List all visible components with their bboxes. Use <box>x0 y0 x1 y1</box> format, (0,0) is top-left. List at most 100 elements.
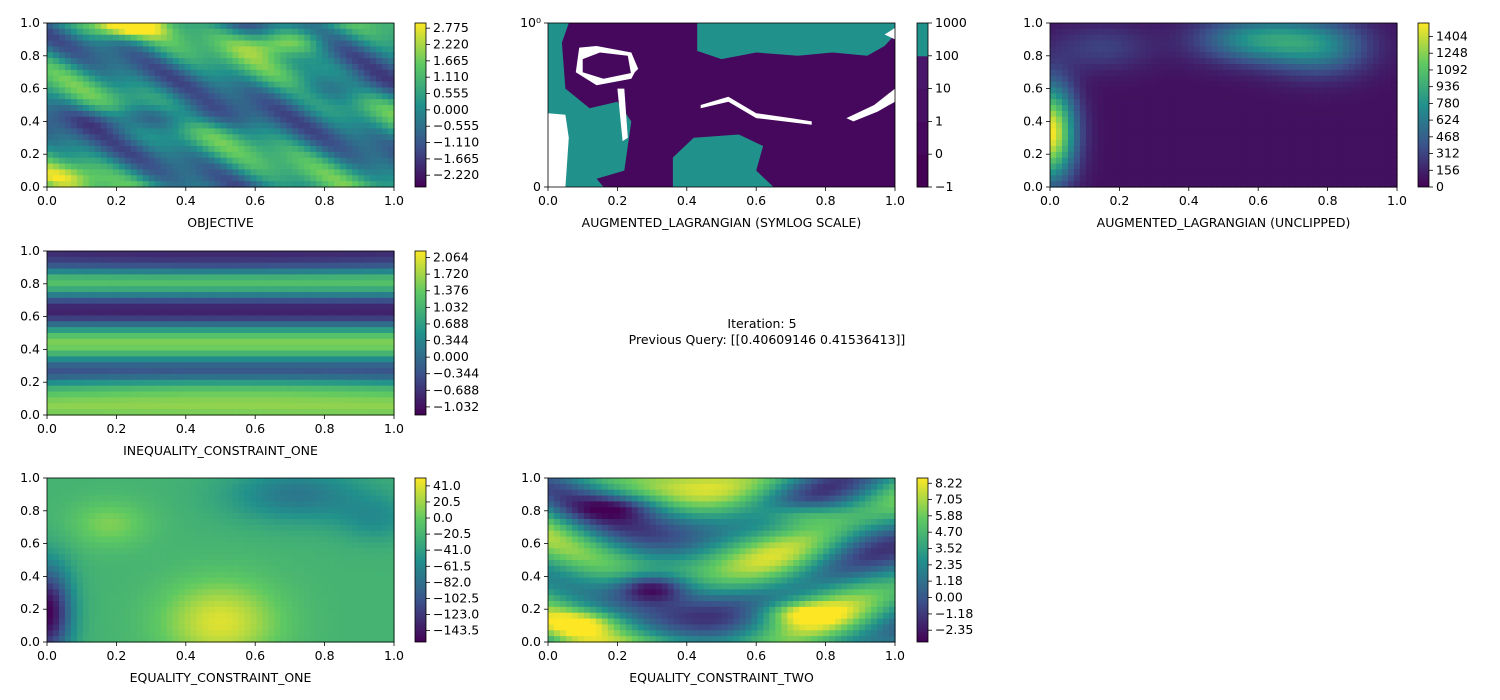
heat-cell <box>172 333 180 340</box>
heat-cell <box>1091 23 1099 30</box>
heat-cell <box>1217 46 1225 53</box>
heat-cell <box>1295 69 1302 77</box>
heat-cell <box>1385 52 1392 59</box>
heat-cell <box>268 64 275 71</box>
heat-cell <box>1283 116 1290 124</box>
heat-cell <box>172 268 180 276</box>
heat-cell <box>124 146 132 153</box>
heat-cell <box>1181 163 1189 171</box>
heat-cell <box>1145 146 1153 153</box>
heat-cell <box>382 280 389 287</box>
heat-cell <box>268 274 275 281</box>
heat-cell <box>328 128 335 135</box>
heat-cell <box>1127 75 1135 83</box>
heat-cell <box>1241 163 1249 171</box>
heat-cell <box>292 87 299 94</box>
heat-cell <box>1247 146 1255 153</box>
heat-cell <box>214 23 222 30</box>
heat-cell <box>376 379 383 387</box>
heat-cell <box>1361 110 1368 118</box>
heat-cell <box>220 268 228 276</box>
x-tick-label: 0.4 <box>677 193 697 208</box>
colorbar-tick-label: −0.555 <box>433 118 479 133</box>
heat-cell <box>58 368 66 375</box>
heat-cell <box>82 75 90 83</box>
heat-cell <box>304 140 311 147</box>
heat-cell <box>208 397 216 404</box>
heat-cell <box>1331 163 1338 171</box>
heat-cell <box>274 40 281 48</box>
heat-cell <box>154 69 162 77</box>
heat-cell <box>1133 81 1141 89</box>
heat-cell <box>1199 40 1207 48</box>
heat-cell <box>88 40 96 48</box>
heat-cell <box>64 28 72 36</box>
heat-cell <box>190 333 198 340</box>
heat-cell <box>58 403 66 410</box>
heat-cell <box>232 368 240 375</box>
heat-cell <box>1109 146 1117 153</box>
heat-cell <box>1079 169 1087 176</box>
heat-cell <box>238 34 246 42</box>
heat-cell <box>47 34 54 42</box>
heat-cell <box>52 251 60 258</box>
heat-cell <box>1235 175 1243 182</box>
heat-cell <box>100 350 108 358</box>
heat-cell <box>286 58 293 65</box>
heat-cell <box>1163 146 1171 153</box>
heat-cell <box>124 34 132 42</box>
heat-cell <box>94 140 102 147</box>
heat-cell <box>100 262 108 270</box>
heat-cell <box>316 52 323 59</box>
heat-cell <box>280 274 287 281</box>
heat-cell <box>1223 110 1231 118</box>
heat-cell <box>1379 34 1386 42</box>
heat-cell <box>154 34 162 42</box>
heat-cell <box>310 110 317 118</box>
heat-cell <box>70 368 78 375</box>
heat-cell <box>160 356 168 363</box>
heat-cell <box>346 146 353 153</box>
heat-cell <box>238 128 246 135</box>
heat-cell <box>1301 175 1308 182</box>
heat-cell <box>142 181 150 188</box>
heat-cell <box>1277 87 1284 94</box>
heat-cell <box>148 280 156 287</box>
augmented-symlog-axes-frame <box>547 22 896 188</box>
heat-cell <box>112 69 120 77</box>
heat-cell <box>1301 134 1308 141</box>
heat-cell <box>382 146 389 153</box>
heat-cell <box>94 46 102 53</box>
heat-cell <box>1127 93 1135 100</box>
heat-cell <box>1331 64 1338 71</box>
heat-cell <box>1091 157 1099 165</box>
heat-cell <box>47 280 54 287</box>
heat-cell <box>184 262 192 270</box>
heat-cell <box>142 58 150 65</box>
heat-cell <box>298 309 305 317</box>
heat-cell <box>58 28 66 36</box>
heat-cell <box>1223 128 1231 135</box>
heat-cell <box>124 134 132 141</box>
heat-cell <box>1223 64 1231 71</box>
heat-cell <box>328 309 335 317</box>
heat-cell <box>202 163 210 171</box>
heat-cell <box>100 146 108 153</box>
heat-cell <box>1253 23 1260 30</box>
heat-cell <box>370 356 377 363</box>
heat-cell <box>88 356 96 363</box>
heat-cell <box>178 315 186 322</box>
heat-cell <box>364 116 371 124</box>
heat-cell <box>310 181 317 188</box>
heat-cell <box>1307 69 1314 77</box>
heat-cell <box>1367 163 1374 171</box>
heat-cell <box>226 75 234 83</box>
heat-cell <box>1235 46 1243 53</box>
heat-cell <box>1337 146 1344 153</box>
heat-cell <box>1337 81 1344 89</box>
heat-cell <box>352 169 359 176</box>
heat-cell <box>58 397 66 404</box>
heat-cell <box>1229 116 1237 124</box>
heat-cell <box>1235 58 1243 65</box>
heat-cell <box>388 274 395 281</box>
